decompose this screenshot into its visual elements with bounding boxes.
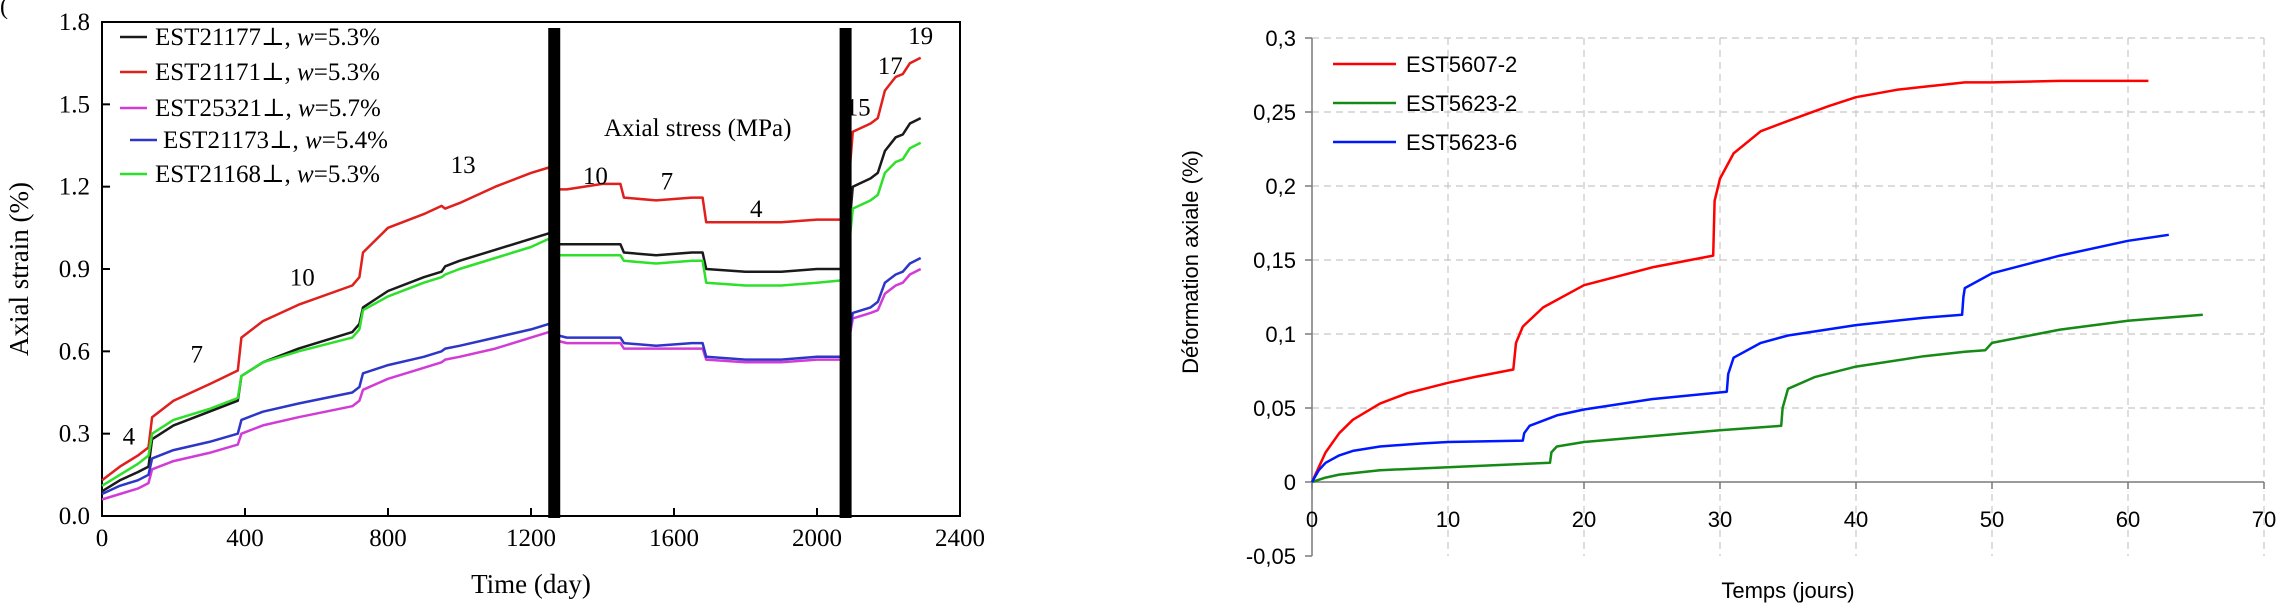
right-y-tick-label: 0,25 [1253, 100, 1296, 125]
left-y-tick-label: 1.8 [59, 9, 90, 36]
right-y-tick-label: 0,15 [1253, 248, 1296, 273]
left-stress-label: 17 [878, 53, 903, 80]
left-legend-label-3: EST21173⊥, w=5.4% [163, 127, 388, 154]
left-legend: EST21177⊥, w=5.3% EST21171⊥, w=5.3% EST2… [120, 24, 388, 188]
right-y-tick-label: 0,3 [1265, 26, 1296, 51]
right-x-tick-label: 60 [2116, 507, 2140, 532]
left-legend-label-0: EST21177⊥, w=5.3% [155, 24, 380, 51]
left-y-tick-label: 0.6 [59, 338, 90, 365]
left-stress-label: 4 [123, 424, 136, 451]
left-y-tick-label: 0.0 [59, 503, 90, 530]
left-stress-change-bar-0 [548, 28, 561, 518]
right-x-axis-label: Temps (jours) [1721, 578, 1854, 603]
right-series-line-1 [1311, 313, 2203, 484]
right-series-line-0 [1310, 79, 2149, 483]
left-stress-label: 7 [190, 341, 203, 368]
left-x-tick-label: 1200 [506, 525, 556, 552]
left-chart: ( 0 400 800 1200 1600 2000 2400 0.0 0.3 0.6 0.9 1.… [0, 0, 985, 599]
left-annotation: Axial stress (MPa) [604, 115, 791, 142]
right-y-tick-label: 0,2 [1265, 174, 1296, 199]
left-stress-label: 7 [661, 168, 674, 195]
left-y-axis-label: Axial strain (%) [4, 182, 34, 356]
right-x-tick-label: 30 [1708, 507, 1732, 532]
left-stress-label: 13 [451, 152, 476, 179]
right-x-tick-label: 0 [1306, 507, 1318, 532]
left-x-tick-label: 800 [369, 525, 407, 552]
right-legend-label-1: EST5623-2 [1406, 91, 1517, 116]
left-stress-label: 10 [583, 163, 608, 190]
right-legend-label-0: EST5607-2 [1406, 52, 1517, 77]
left-x-tick-label: 2000 [792, 525, 842, 552]
left-x-tick-label: 0 [96, 525, 109, 552]
right-y-tick-label: 0 [1284, 470, 1296, 495]
left-series-line-2 [101, 267, 922, 501]
left-legend-label-1: EST21171⊥, w=5.3% [155, 59, 380, 86]
left-legend-label-2: EST25321⊥, w=5.7% [155, 95, 381, 122]
left-y-tick-label: 1.2 [59, 174, 90, 201]
left-stress-label: 19 [908, 23, 933, 50]
left-stress-label: 15 [846, 94, 871, 121]
left-x-tick-label: 2400 [935, 525, 985, 552]
right-legend: EST5607-2 EST5623-2 EST5623-6 [1333, 52, 1517, 155]
left-legend-label-4: EST21168⊥, w=5.3% [155, 161, 380, 188]
right-y-tick-label: -0,05 [1246, 544, 1296, 569]
right-series-line-2 [1310, 233, 2169, 483]
left-x-tick-label: 1600 [649, 525, 699, 552]
left-y-tick-label: 1.5 [59, 91, 90, 118]
left-y-tick-label: 0.9 [59, 256, 90, 283]
right-legend-label-2: EST5623-6 [1406, 130, 1517, 155]
left-series-line-4 [101, 141, 922, 487]
left-x-tick-label: 400 [226, 525, 264, 552]
left-stress-label: 10 [290, 264, 315, 291]
right-x-tick-label: 50 [1980, 507, 2004, 532]
right-x-tick-label: 10 [1436, 507, 1460, 532]
left-stress-label: 4 [750, 196, 763, 223]
left-stress-change-bar-1 [839, 28, 852, 518]
right-x-tick-label: 20 [1572, 507, 1596, 532]
right-x-tick-label: 70 [2252, 507, 2276, 532]
panel-label: ( [0, 0, 8, 20]
right-y-axis-label: Déformation axiale (%) [1178, 150, 1203, 374]
right-chart: 0 10 20 30 40 50 60 70 -0,05 0 0,05 0,1 0,15 0,2 0,25… [1178, 26, 2276, 603]
left-x-axis-label: Time (day) [471, 569, 591, 599]
right-y-tick-label: 0,1 [1265, 322, 1296, 347]
left-y-tick-label: 0.3 [59, 421, 90, 448]
right-y-tick-label: 0,05 [1253, 396, 1296, 421]
right-x-tick-label: 40 [1844, 507, 1868, 532]
